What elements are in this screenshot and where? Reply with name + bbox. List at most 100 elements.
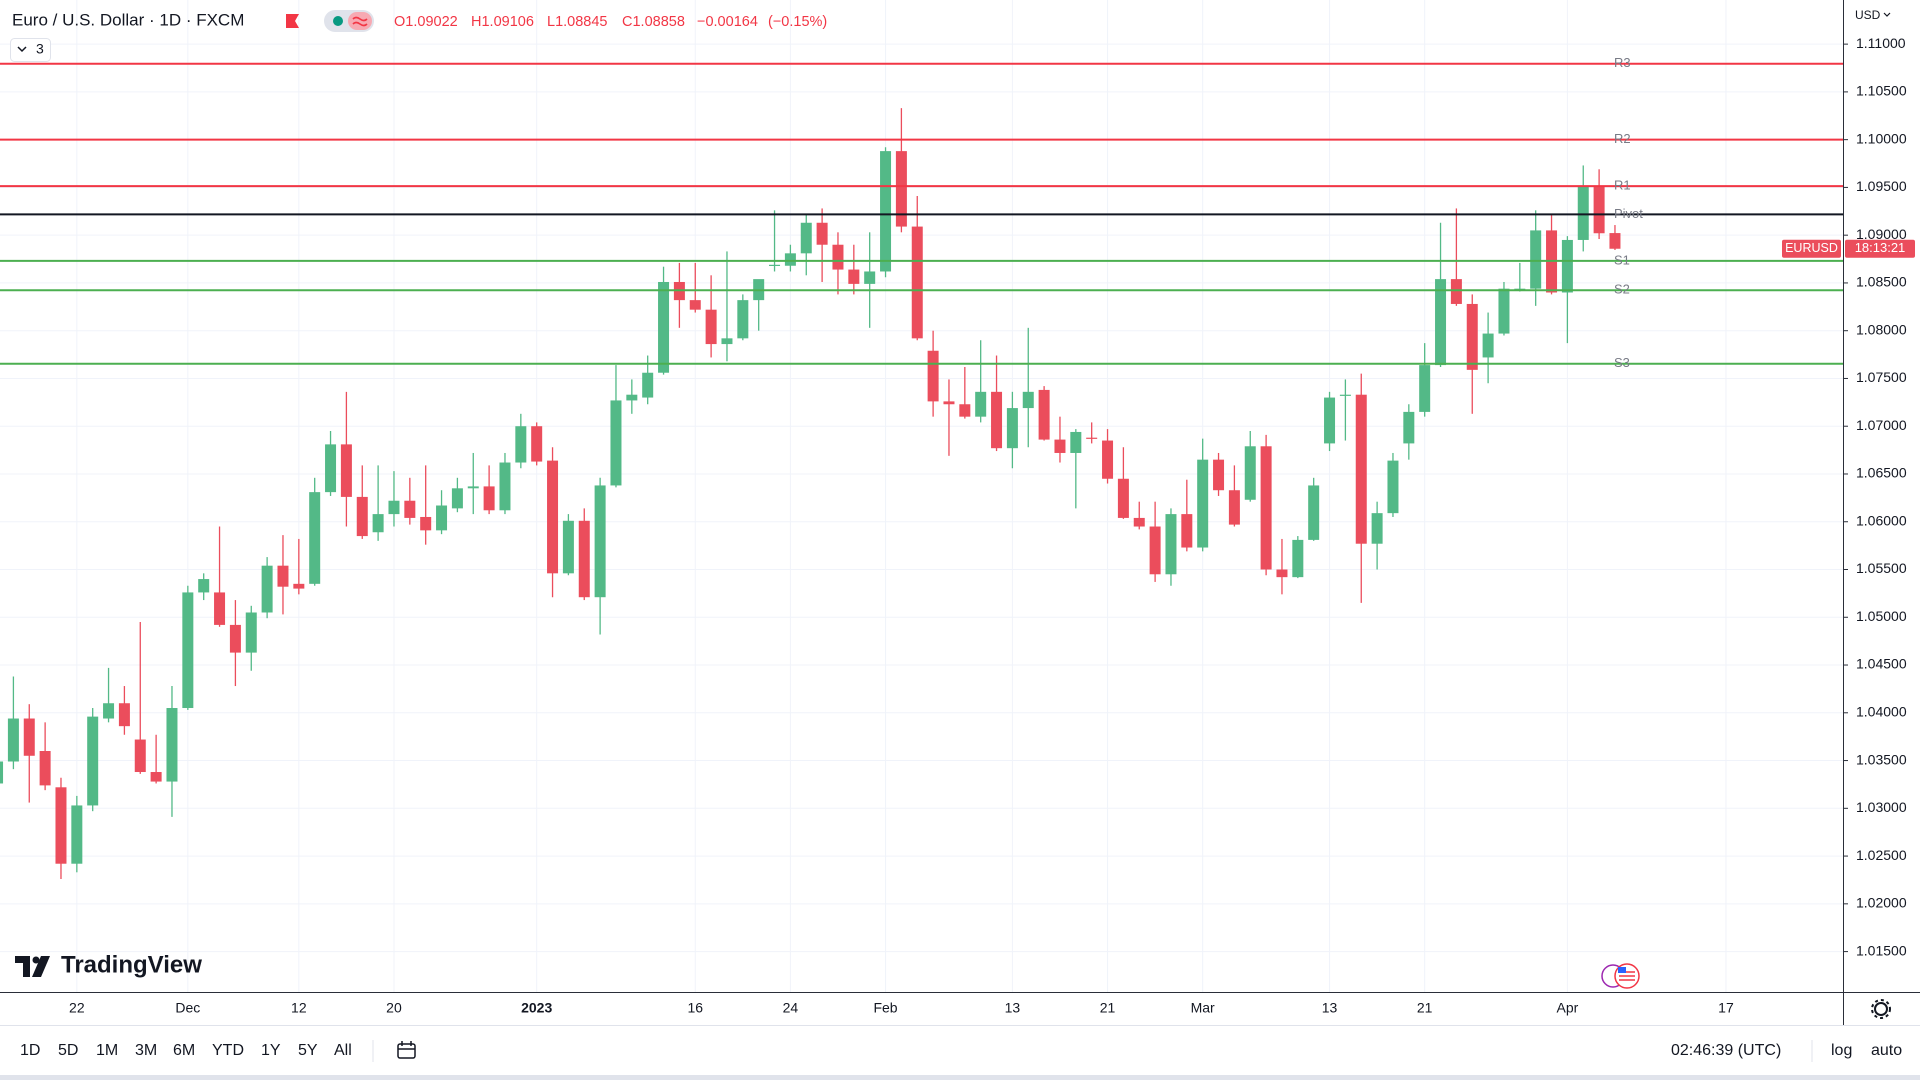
badge-canton: [1618, 967, 1626, 973]
candle-body: [1466, 303, 1478, 370]
logo: [15, 956, 50, 977]
candle-body: [800, 222, 812, 254]
x-tick-label: 21: [1417, 1000, 1433, 1016]
y-tick-label: 1.03000: [1856, 799, 1907, 815]
indicator-count[interactable]: 3: [36, 41, 44, 57]
ohlc-open: O1.09022: [394, 14, 458, 30]
candle-body: [87, 716, 99, 806]
x-tick-label: 16: [687, 1000, 703, 1016]
candle-body: [1482, 333, 1494, 358]
y-tick-label: 1.08000: [1856, 321, 1907, 337]
y-tick-label: 1.02000: [1856, 895, 1907, 911]
candle-body: [1292, 539, 1304, 578]
candle-body: [261, 565, 273, 613]
flag-badge[interactable]: [1601, 963, 1640, 989]
settings[interactable]: [1874, 1002, 1888, 1016]
flag-icon[interactable]: [286, 14, 299, 28]
x-tick-label: 24: [783, 1000, 799, 1016]
candle-body: [626, 394, 638, 401]
candle-body: [864, 271, 876, 284]
settings-teeth: [1871, 999, 1891, 1019]
symbol-tag: [1782, 239, 1841, 258]
candle-body: [39, 750, 51, 786]
x-tick-label: Feb: [873, 1000, 897, 1016]
axes: 1.01500 1.02000 1.02500 1.03000 1.03500 1.040…: [69, 35, 1915, 1016]
status-dot: [333, 16, 343, 26]
y-tick-label: 1.07000: [1856, 417, 1907, 433]
candle-body: [1244, 446, 1256, 500]
candle-body: [1117, 478, 1129, 518]
pivot-label: R2: [1614, 131, 1631, 146]
date-range-icon[interactable]: [397, 1041, 416, 1059]
y-tick-label: 1.11000: [1856, 35, 1906, 51]
candle-body: [404, 500, 416, 518]
brand: TradingView: [61, 951, 202, 978]
range-button[interactable]: 1D: [20, 1042, 40, 1059]
candle-body: [1086, 437, 1098, 439]
candle-body: [1197, 459, 1209, 548]
logo-mark: [15, 956, 30, 977]
candle-body: [927, 350, 939, 402]
range-button[interactable]: 5D: [58, 1042, 78, 1059]
x-tick-label: 22: [69, 1000, 85, 1016]
candle-body: [832, 244, 844, 270]
y-tick-label: 1.05500: [1856, 560, 1907, 576]
candle-body: [467, 486, 479, 489]
candle-body: [7, 718, 19, 762]
candle-body: [23, 718, 35, 756]
candle-body: [182, 592, 194, 709]
x-tick-label: Apr: [1556, 1000, 1578, 1016]
candle-body: [531, 426, 543, 462]
range-button[interactable]: 1Y: [261, 1042, 281, 1059]
candle-body: [1371, 513, 1383, 544]
candle-body: [816, 222, 828, 245]
ohlc-prefix: L: [547, 14, 555, 30]
candle-body: [1133, 517, 1145, 527]
candle-body: [1435, 279, 1447, 366]
candle-body: [1419, 365, 1431, 412]
candle-body: [388, 500, 400, 515]
y-tick-label: 1.10500: [1856, 83, 1907, 99]
candle-body: [1498, 288, 1510, 334]
pivot-label: S2: [1614, 282, 1630, 297]
auto-toggle[interactable]: auto: [1871, 1042, 1902, 1059]
range-button[interactable]: 3M: [135, 1042, 157, 1059]
range-button[interactable]: 6M: [173, 1042, 195, 1059]
y-tick-label: 1.07500: [1856, 369, 1907, 385]
candle-body: [1403, 411, 1415, 444]
candle-body: [198, 579, 210, 593]
candle-body: [1276, 569, 1288, 578]
range-button[interactable]: 1M: [96, 1042, 118, 1059]
pivot-label: S3: [1614, 355, 1630, 370]
ohlc-prefix: O: [394, 14, 405, 30]
candle-body: [214, 592, 226, 625]
y-tick-label: 1.04000: [1856, 703, 1907, 719]
x-tick-label: 17: [1718, 1000, 1734, 1016]
candle-body: [737, 300, 749, 339]
candle-body: [245, 612, 257, 653]
candle-body: [1609, 233, 1621, 249]
ohlc-close: C1.08858: [622, 14, 685, 30]
range-button[interactable]: YTD: [212, 1042, 244, 1059]
candle-body: [1054, 439, 1066, 453]
y-tick-label: 1.02500: [1856, 847, 1907, 863]
candle-body: [372, 514, 384, 533]
pivot-label: S1: [1614, 252, 1630, 267]
y-tick-label: 1.09500: [1856, 178, 1907, 194]
ohlc-high: H1.09106: [471, 14, 534, 30]
range-button[interactable]: All: [334, 1042, 352, 1059]
x-tick-label: 13: [1005, 1000, 1021, 1016]
clock[interactable]: 02:46:39 (UTC): [1671, 1042, 1781, 1059]
currency[interactable]: USD: [1855, 8, 1881, 22]
candle-body: [1149, 526, 1161, 575]
x-tick-label: 20: [386, 1000, 402, 1016]
indicator-toggle[interactable]: [10, 38, 51, 62]
candle-body: [325, 444, 337, 493]
logo-mark: [32, 956, 50, 977]
range-button[interactable]: 5Y: [298, 1042, 318, 1059]
calendar-lines: [398, 1041, 415, 1050]
log-toggle[interactable]: log: [1831, 1042, 1852, 1059]
logo-mark: [32, 956, 40, 964]
y-tick-label: 1.06000: [1856, 512, 1907, 528]
